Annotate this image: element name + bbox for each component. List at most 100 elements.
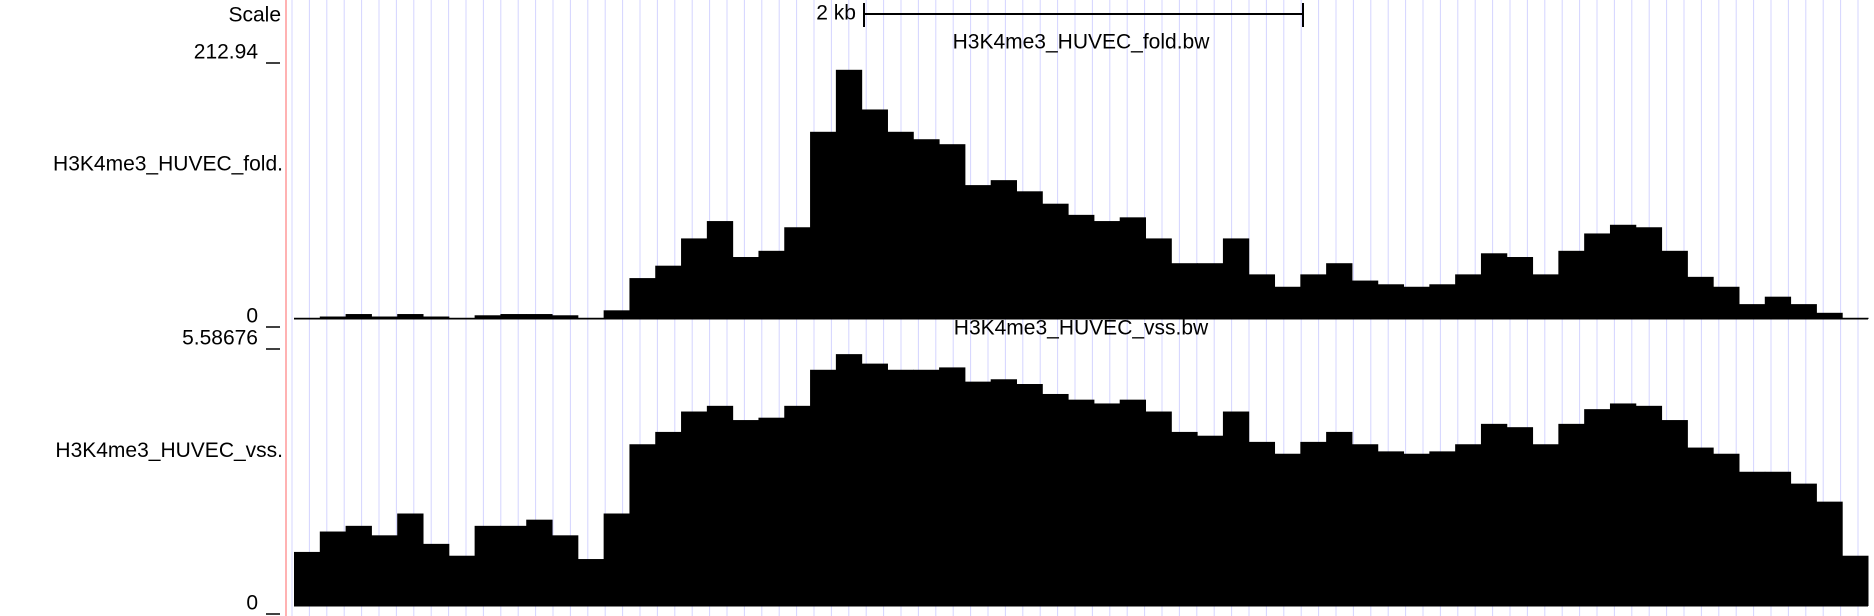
signal-bar bbox=[1738, 471, 1766, 606]
signal-bar bbox=[1790, 304, 1817, 319]
signal-bar bbox=[629, 444, 656, 606]
track-title: H3K4me3_HUVEC_fold.bw bbox=[953, 31, 1211, 54]
signal-bar bbox=[1635, 227, 1663, 319]
signal-bar bbox=[1506, 257, 1534, 319]
signal-bar bbox=[1377, 451, 1405, 606]
signal-bar bbox=[1300, 441, 1327, 606]
signal-bar bbox=[964, 185, 992, 319]
signal-bar bbox=[1790, 483, 1817, 606]
signal-bar bbox=[1274, 453, 1301, 606]
signal-bar bbox=[371, 535, 398, 606]
signal-bar bbox=[526, 314, 553, 319]
signal-bar bbox=[655, 431, 682, 606]
signal-bar bbox=[1506, 427, 1534, 606]
signal-bar bbox=[1584, 409, 1611, 606]
signal-bar bbox=[1816, 501, 1843, 606]
signal-bar bbox=[706, 405, 734, 606]
signal-bar bbox=[603, 513, 630, 606]
signal-bar bbox=[758, 250, 785, 319]
signal-bar bbox=[577, 559, 605, 606]
signal-bar bbox=[500, 314, 527, 319]
signal-bar bbox=[1351, 280, 1379, 319]
signal-bar bbox=[1532, 444, 1559, 606]
signal-bar bbox=[1093, 221, 1121, 319]
signal-bar bbox=[1738, 304, 1766, 319]
signal-bar bbox=[294, 317, 321, 319]
signal-bar bbox=[319, 531, 347, 606]
track-title: H3K4me3_HUVEC_vss.bw bbox=[954, 317, 1209, 340]
signal-bar bbox=[1093, 403, 1121, 606]
signal-bar bbox=[1842, 555, 1869, 606]
signal-bar bbox=[1764, 296, 1792, 319]
y-tick-label: 0 bbox=[246, 305, 258, 328]
signal-bar bbox=[1119, 399, 1147, 606]
signal-bar bbox=[810, 369, 837, 606]
signal-bar bbox=[732, 420, 759, 606]
signal-bar bbox=[1016, 384, 1043, 606]
signal-bar bbox=[1455, 444, 1482, 606]
signal-bar bbox=[448, 555, 476, 606]
signal-bar bbox=[319, 316, 347, 319]
track-label: H3K4me3_HUVEC_vss. bbox=[55, 439, 283, 462]
signal-bar bbox=[397, 314, 424, 319]
signal-bar bbox=[1068, 399, 1095, 606]
signal-bar bbox=[887, 369, 914, 606]
signal-bar bbox=[1661, 420, 1688, 606]
signal-bar bbox=[1300, 274, 1327, 319]
signal-bar bbox=[1429, 284, 1456, 319]
signal-bar bbox=[1326, 431, 1353, 606]
signal-bar bbox=[1713, 286, 1740, 319]
signal-bar bbox=[345, 525, 372, 606]
signal-bar bbox=[706, 221, 734, 319]
y-tick-label: 0 bbox=[246, 592, 258, 615]
signal-bar bbox=[423, 543, 450, 606]
signal-bar bbox=[1248, 274, 1276, 319]
signal-bar bbox=[784, 227, 811, 319]
signal-bar bbox=[1197, 263, 1224, 319]
signal-bar bbox=[1429, 451, 1456, 606]
signal-bar bbox=[861, 363, 888, 606]
signal-bar bbox=[1119, 217, 1147, 319]
signal-bar bbox=[1609, 403, 1637, 606]
signal-bar bbox=[990, 180, 1017, 319]
signal-bar bbox=[732, 257, 759, 319]
signal-bar bbox=[1713, 453, 1740, 606]
signal-bar bbox=[1171, 431, 1198, 606]
signal-bar bbox=[1171, 263, 1198, 319]
signal-bar bbox=[603, 310, 630, 319]
y-tick-label: 5.58676 bbox=[182, 327, 258, 350]
signal-bar bbox=[1145, 238, 1172, 319]
signal-bar bbox=[1042, 393, 1069, 606]
signal-bar bbox=[500, 525, 527, 606]
signal-bar bbox=[448, 317, 476, 319]
signal-bar bbox=[1816, 312, 1843, 319]
signal-bar bbox=[1145, 411, 1172, 606]
signal-bar bbox=[577, 317, 605, 319]
signal-bar bbox=[681, 411, 708, 606]
signal-bar bbox=[913, 139, 940, 319]
signal-bar bbox=[1480, 423, 1508, 606]
signal-bar bbox=[1197, 435, 1224, 606]
signal-bar bbox=[939, 367, 966, 606]
signal-bar bbox=[552, 315, 579, 319]
signal-bar bbox=[345, 314, 372, 319]
signal-bar bbox=[1609, 224, 1637, 319]
signal-bar bbox=[861, 109, 888, 319]
signal-bar bbox=[784, 405, 811, 606]
signal-bar bbox=[1532, 274, 1559, 319]
signal-bar bbox=[990, 379, 1017, 606]
signal-bar bbox=[526, 519, 553, 606]
signal-bar bbox=[1480, 253, 1508, 319]
scale-bar bbox=[863, 3, 1304, 27]
signal-bar bbox=[1661, 250, 1688, 319]
y-tick-label: 212.94 bbox=[194, 41, 259, 64]
signal-bar bbox=[371, 316, 398, 319]
signal-bar bbox=[474, 525, 501, 606]
signal-bar bbox=[1326, 263, 1353, 319]
signal-bar bbox=[1274, 286, 1301, 319]
signal-bar bbox=[835, 354, 863, 606]
signal-bar bbox=[964, 381, 992, 606]
signal-bar bbox=[1068, 214, 1095, 319]
signal-bar bbox=[397, 513, 424, 606]
